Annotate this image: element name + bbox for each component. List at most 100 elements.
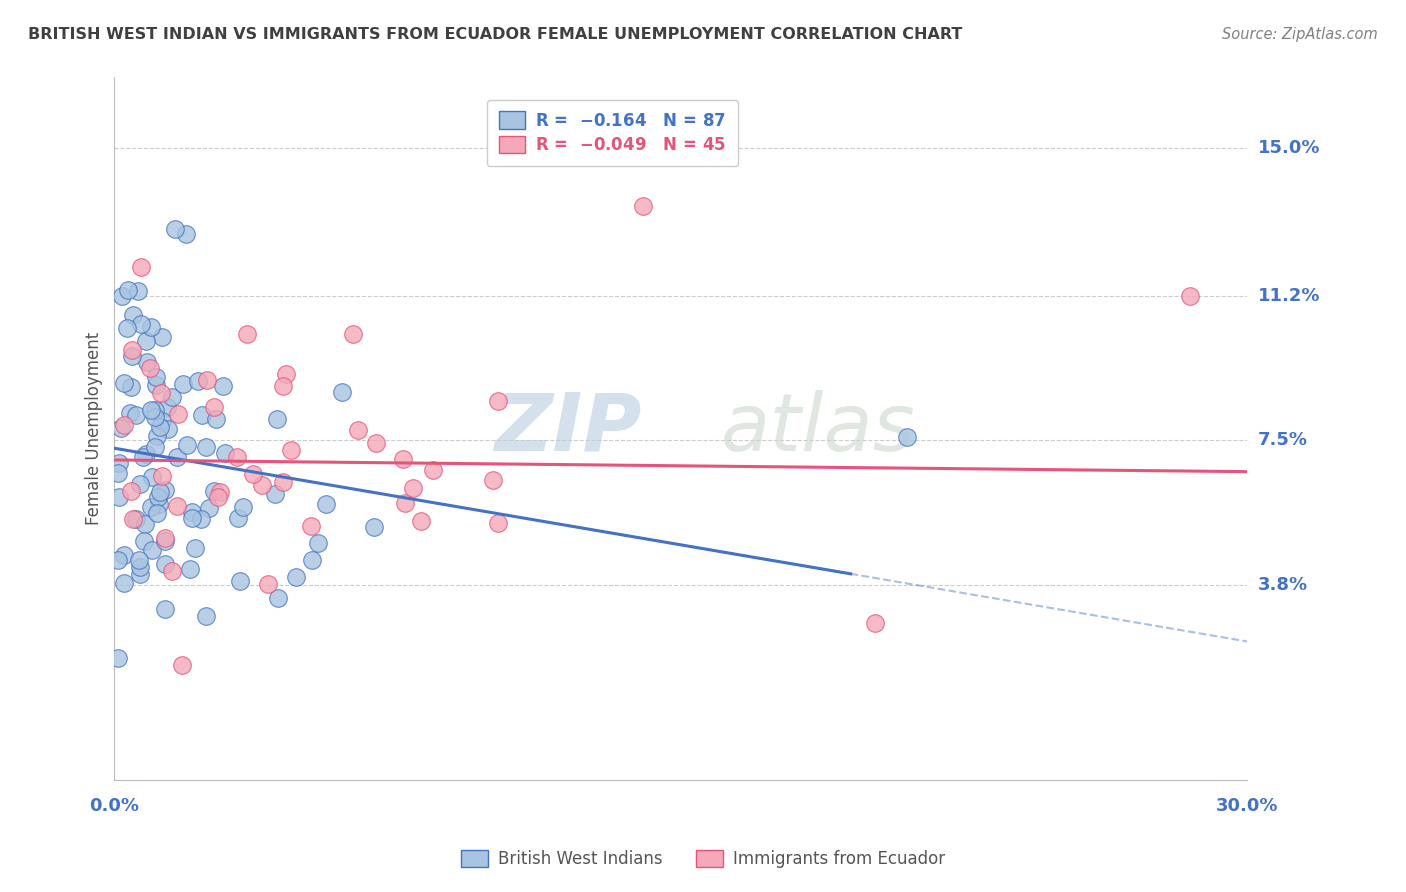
Point bbox=[153, 533, 176, 548]
Point bbox=[148, 497, 170, 511]
Point bbox=[112, 548, 135, 562]
Point bbox=[141, 469, 163, 483]
Point bbox=[121, 343, 143, 358]
Point bbox=[346, 423, 368, 437]
Point bbox=[342, 327, 364, 342]
Point bbox=[236, 327, 259, 342]
Point bbox=[150, 385, 173, 400]
Point bbox=[128, 477, 150, 491]
Point bbox=[250, 477, 273, 491]
Point bbox=[110, 420, 132, 434]
Point bbox=[208, 484, 231, 499]
Point bbox=[150, 329, 173, 343]
Point bbox=[115, 321, 138, 335]
Point bbox=[363, 520, 385, 534]
Point bbox=[402, 481, 425, 495]
Point bbox=[153, 602, 176, 616]
Point bbox=[107, 553, 129, 567]
Point bbox=[139, 319, 162, 334]
Point bbox=[482, 473, 505, 487]
Point bbox=[392, 452, 415, 467]
Point bbox=[152, 469, 174, 483]
Point bbox=[146, 490, 169, 504]
Text: 30.0%: 30.0% bbox=[1216, 797, 1278, 814]
Point bbox=[307, 536, 329, 550]
Point bbox=[108, 490, 131, 504]
Point bbox=[176, 438, 198, 452]
Point bbox=[143, 441, 166, 455]
Point bbox=[145, 507, 167, 521]
Point bbox=[181, 510, 204, 524]
Point bbox=[149, 420, 172, 434]
Point bbox=[125, 408, 148, 422]
Point bbox=[863, 615, 886, 630]
Point bbox=[139, 361, 162, 376]
Point bbox=[301, 553, 323, 567]
Point bbox=[896, 429, 918, 443]
Point bbox=[135, 447, 157, 461]
Point bbox=[165, 222, 187, 236]
Point bbox=[150, 414, 173, 428]
Point bbox=[202, 400, 225, 414]
Point bbox=[135, 334, 157, 348]
Point bbox=[156, 400, 179, 414]
Point bbox=[214, 446, 236, 460]
Point bbox=[111, 289, 134, 303]
Point bbox=[204, 412, 226, 426]
Legend: British West Indians, Immigrants from Ecuador: British West Indians, Immigrants from Ec… bbox=[454, 843, 952, 875]
Point bbox=[271, 475, 294, 489]
Point bbox=[631, 199, 654, 213]
Point bbox=[202, 484, 225, 499]
Point bbox=[315, 497, 337, 511]
Point bbox=[127, 285, 149, 299]
Point bbox=[129, 260, 152, 274]
Point bbox=[160, 390, 183, 404]
Text: 0.0%: 0.0% bbox=[90, 797, 139, 814]
Point bbox=[195, 373, 218, 387]
Point bbox=[132, 534, 155, 549]
Point bbox=[112, 576, 135, 591]
Point bbox=[145, 410, 167, 425]
Point bbox=[149, 485, 172, 500]
Y-axis label: Female Unemployment: Female Unemployment bbox=[86, 332, 103, 525]
Point bbox=[232, 500, 254, 515]
Point bbox=[162, 564, 184, 578]
Point bbox=[134, 517, 156, 532]
Point bbox=[108, 456, 131, 470]
Point bbox=[129, 317, 152, 331]
Point bbox=[330, 385, 353, 400]
Point bbox=[364, 436, 387, 450]
Point bbox=[197, 500, 219, 515]
Point bbox=[139, 403, 162, 417]
Point bbox=[139, 500, 162, 514]
Text: atlas: atlas bbox=[720, 390, 915, 467]
Text: 7.5%: 7.5% bbox=[1258, 432, 1308, 450]
Point bbox=[299, 519, 322, 533]
Point bbox=[225, 450, 247, 464]
Point bbox=[153, 483, 176, 498]
Point bbox=[187, 374, 209, 388]
Point bbox=[184, 541, 207, 555]
Legend: R =  $\mathbf{-0.164}$   N = $\mathbf{87}$, R =  $\mathbf{-0.049}$   N = $\mathb: R = $\mathbf{-0.164}$ N = $\mathbf{87}$,… bbox=[486, 100, 738, 166]
Point bbox=[271, 378, 294, 392]
Point bbox=[242, 467, 264, 482]
Text: 15.0%: 15.0% bbox=[1258, 138, 1320, 157]
Point bbox=[128, 560, 150, 574]
Point bbox=[129, 566, 152, 581]
Point bbox=[228, 574, 250, 589]
Point bbox=[180, 505, 202, 519]
Point bbox=[409, 514, 432, 528]
Text: Source: ZipAtlas.com: Source: ZipAtlas.com bbox=[1222, 27, 1378, 42]
Point bbox=[143, 403, 166, 417]
Point bbox=[121, 349, 143, 363]
Point bbox=[195, 608, 218, 623]
Point bbox=[145, 370, 167, 384]
Text: BRITISH WEST INDIAN VS IMMIGRANTS FROM ECUADOR FEMALE UNEMPLOYMENT CORRELATION C: BRITISH WEST INDIAN VS IMMIGRANTS FROM E… bbox=[28, 27, 963, 42]
Point bbox=[172, 376, 194, 391]
Point bbox=[179, 562, 201, 576]
Point bbox=[276, 368, 298, 382]
Point bbox=[145, 377, 167, 392]
Point bbox=[166, 450, 188, 464]
Text: ZIP: ZIP bbox=[494, 390, 641, 467]
Point bbox=[264, 487, 287, 501]
